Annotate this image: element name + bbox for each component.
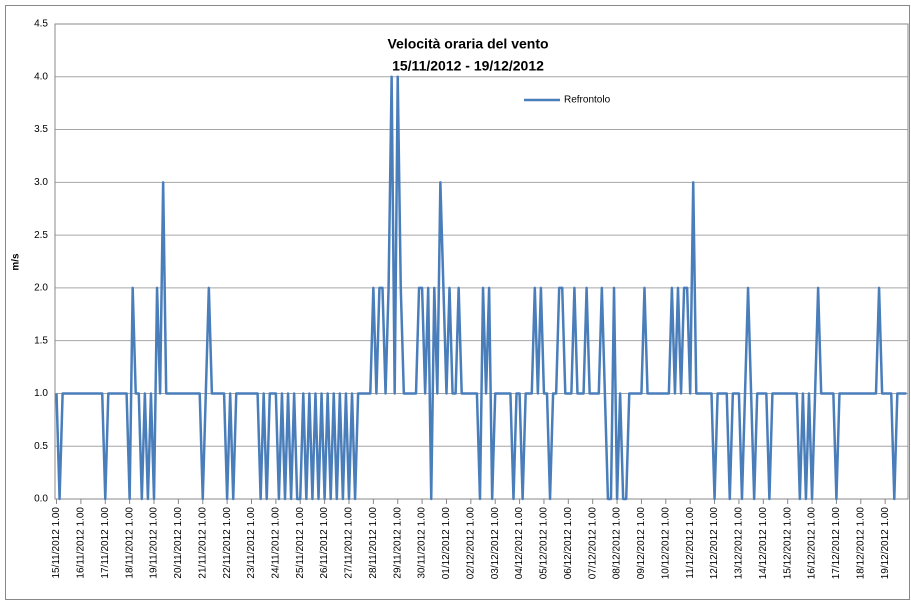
y-tick-label: 1.0	[34, 388, 48, 399]
x-tick-label: 11/12/2012 1.00	[685, 507, 696, 579]
x-tick-label: 18/12/2012 1.00	[855, 507, 866, 580]
x-tick-label: 20/11/2012 1.00	[173, 507, 184, 579]
x-tick-label: 16/12/2012 1.00	[807, 507, 818, 580]
y-tick-label: 0.5	[34, 441, 48, 452]
data-line	[55, 75, 907, 501]
x-tick-label: 06/12/2012 1.00	[563, 507, 574, 580]
x-tick-label: 26/11/2012 1.00	[319, 507, 330, 579]
x-tick-label: 21/11/2012 1.00	[197, 507, 208, 579]
x-tick-label: 03/12/2012 1.00	[490, 507, 501, 580]
y-tick-label: 2.5	[34, 230, 48, 241]
x-tick-label: 19/11/2012 1.00	[149, 507, 160, 579]
x-tick-label: 18/11/2012 1.00	[124, 507, 135, 579]
x-tick-label: 09/12/2012 1.00	[636, 507, 647, 580]
x-tick-label: 19/12/2012 1.00	[880, 507, 891, 580]
x-tick-label: 07/12/2012 1.00	[587, 507, 598, 580]
x-tick-label: 08/12/2012 1.00	[612, 507, 623, 580]
plot-area	[54, 23, 909, 500]
x-tick-label: 01/12/2012 1.00	[441, 507, 452, 580]
x-tick-label: 28/11/2012 1.00	[368, 507, 379, 579]
x-tick-label: 30/11/2012 1.00	[417, 507, 428, 579]
x-tick-label: 27/11/2012 1.00	[344, 507, 355, 579]
x-tick-label: 15/11/2012 1.00	[51, 507, 62, 579]
x-tick-label: 05/12/2012 1.00	[539, 507, 550, 580]
x-tick-label: 22/11/2012 1.00	[222, 507, 233, 579]
y-tick-label: 4.5	[34, 19, 48, 30]
x-tick-label: 24/11/2012 1.00	[271, 507, 282, 579]
x-tick-label: 29/11/2012 1.00	[392, 507, 403, 579]
x-tick-label: 02/12/2012 1.00	[465, 507, 476, 580]
x-tick-label: 13/12/2012 1.00	[734, 507, 745, 580]
y-tick-label: 3.0	[34, 177, 48, 188]
y-tick-label: 1.5	[34, 335, 48, 346]
x-tick-label: 25/11/2012 1.00	[295, 507, 306, 579]
chart-subtitle: 15/11/2012 - 19/12/2012	[392, 58, 544, 74]
x-tick-label: 15/12/2012 1.00	[782, 507, 793, 580]
y-tick-label: 2.0	[34, 283, 48, 294]
chart-title: Velocità oraria del vento	[387, 36, 548, 52]
y-tick-label: 0.0	[34, 494, 48, 505]
y-axis-title: m/s	[11, 253, 22, 271]
x-tick-label: 14/12/2012 1.00	[758, 507, 769, 580]
y-tick-label: 3.5	[34, 124, 48, 135]
x-tick-label: 10/12/2012 1.00	[660, 507, 671, 580]
legend-label: Refrontolo	[564, 95, 611, 106]
x-tick-label: 04/12/2012 1.00	[514, 507, 525, 580]
x-tick-label: 16/11/2012 1.00	[76, 507, 87, 579]
x-tick-label: 23/11/2012 1.00	[246, 507, 257, 579]
x-tick-label: 17/11/2012 1.00	[100, 507, 111, 579]
y-tick-label: 4.0	[34, 71, 48, 82]
x-tick-label: 12/12/2012 1.00	[709, 507, 720, 580]
x-tick-label: 17/12/2012 1.00	[831, 507, 842, 580]
